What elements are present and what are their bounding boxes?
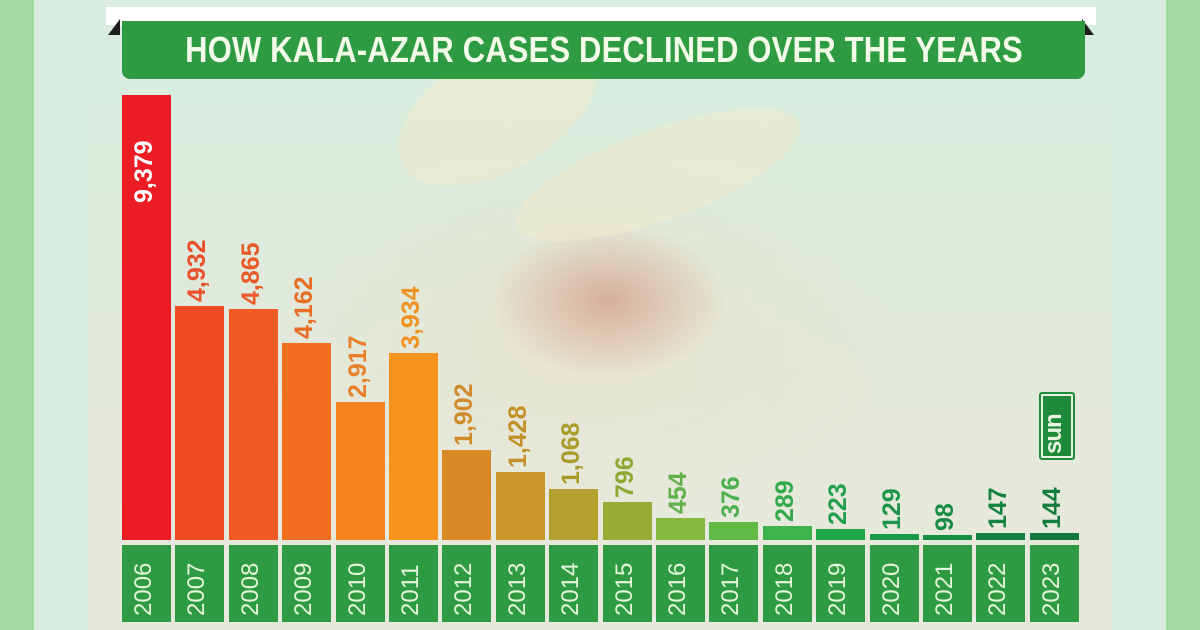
bar-2010 (336, 402, 385, 540)
year-text: 2009 (289, 562, 317, 616)
year-text: 2010 (343, 562, 371, 616)
value-label-2011: 3,934 (389, 229, 438, 349)
title-bar: HOW KALA-AZAR CASES DECLINED OVER THE YE… (122, 21, 1085, 79)
year-text: 2016 (663, 562, 691, 616)
value-text: 454 (663, 472, 692, 514)
year-text: 2019 (823, 562, 851, 616)
sun-logo: sun (1039, 392, 1075, 460)
bar-2015 (603, 502, 652, 540)
year-label-box-2010: 2010 (336, 545, 385, 622)
year-label-box-2020: 2020 (870, 545, 919, 622)
year-text: 2012 (449, 562, 477, 616)
bar-2008 (229, 309, 278, 540)
value-text: 9,379 (129, 140, 158, 203)
bar-2006 (122, 95, 171, 540)
value-text: 147 (983, 487, 1012, 529)
year-label-box-2021: 2021 (923, 545, 972, 622)
value-text: 4,162 (289, 276, 318, 339)
year-text: 2021 (930, 562, 958, 616)
value-label-2007: 4,932 (175, 182, 224, 302)
value-text: 289 (770, 480, 799, 522)
title-fold-left (108, 19, 120, 35)
year-label-box-2016: 2016 (656, 545, 705, 622)
year-label-box-2007: 2007 (175, 545, 224, 622)
year-text: 2011 (396, 564, 424, 616)
value-label-2016: 454 (656, 394, 705, 514)
year-text: 2013 (503, 562, 531, 616)
bar-2011 (389, 353, 438, 540)
value-label-2022: 147 (976, 409, 1025, 529)
bar-2012 (442, 450, 491, 540)
logo-text: sun (1040, 414, 1067, 454)
value-label-2006: 9,379 (122, 99, 171, 203)
value-text: 1,428 (503, 405, 532, 468)
value-text: 1,068 (556, 422, 585, 485)
value-text: 129 (877, 488, 906, 530)
title-fold-right (1082, 19, 1094, 35)
value-text: 1,902 (449, 383, 478, 446)
chart-title-banner: HOW KALA-AZAR CASES DECLINED OVER THE YE… (106, 7, 1096, 79)
value-label-2020: 129 (870, 410, 919, 530)
year-text: 2008 (236, 562, 264, 616)
year-text: 2014 (556, 562, 584, 616)
value-text: 796 (610, 456, 639, 498)
value-text: 4,932 (182, 239, 211, 302)
value-text: 2,917 (343, 335, 372, 398)
value-text: 4,865 (236, 242, 265, 305)
year-text: 2020 (877, 562, 905, 616)
year-label-box-2015: 2015 (603, 545, 652, 622)
bar-2023 (1030, 533, 1079, 540)
bar-2013 (496, 472, 545, 540)
value-label-2017: 376 (709, 398, 758, 518)
value-text: 223 (823, 483, 852, 525)
value-text: 144 (1037, 487, 1066, 529)
year-label-box-2009: 2009 (282, 545, 331, 622)
value-label-2018: 289 (763, 402, 812, 522)
bar-2020 (870, 534, 919, 540)
year-text: 2018 (770, 562, 798, 616)
value-label-2019: 223 (816, 405, 865, 525)
year-label-box-2008: 2008 (229, 545, 278, 622)
year-label-box-2014: 2014 (549, 545, 598, 622)
value-label-2021: 98 (923, 411, 972, 531)
value-text: 3,934 (396, 286, 425, 349)
year-text: 2023 (1037, 562, 1065, 616)
bar-2009 (282, 343, 331, 540)
year-label-box-2006: 2006 (122, 545, 171, 622)
year-text: 2006 (129, 562, 157, 616)
value-label-2008: 4,865 (229, 185, 278, 305)
year-label-box-2019: 2019 (816, 545, 865, 622)
year-text: 2007 (182, 562, 210, 616)
year-label-box-2022: 2022 (976, 545, 1025, 622)
value-label-2015: 796 (603, 378, 652, 498)
value-text: 376 (716, 476, 745, 518)
bar-2018 (763, 526, 812, 540)
year-label-box-2013: 2013 (496, 545, 545, 622)
bar-2016 (656, 518, 705, 540)
bar-2019 (816, 529, 865, 540)
value-label-2010: 2,917 (336, 278, 385, 398)
value-label-2013: 1,428 (496, 348, 545, 468)
bar-2022 (976, 533, 1025, 540)
year-label-box-2012: 2012 (442, 545, 491, 622)
year-text: 2017 (716, 562, 744, 616)
bar-2021 (923, 535, 972, 540)
year-label-box-2011: 2011 (389, 545, 438, 622)
year-text: 2015 (610, 562, 638, 616)
year-label-box-2023: 2023 (1030, 545, 1079, 622)
value-label-2012: 1,902 (442, 326, 491, 446)
bar-2017 (709, 522, 758, 540)
chart-title: HOW KALA-AZAR CASES DECLINED OVER THE YE… (184, 29, 1023, 70)
title-banner-backing (106, 7, 1096, 25)
bar-2014 (549, 489, 598, 540)
value-label-2009: 4,162 (282, 219, 331, 339)
value-label-2014: 1,068 (549, 365, 598, 485)
bar-2007 (175, 306, 224, 540)
year-text: 2022 (983, 562, 1011, 616)
value-text: 98 (930, 503, 959, 531)
year-label-box-2017: 2017 (709, 545, 758, 622)
year-label-box-2018: 2018 (763, 545, 812, 622)
